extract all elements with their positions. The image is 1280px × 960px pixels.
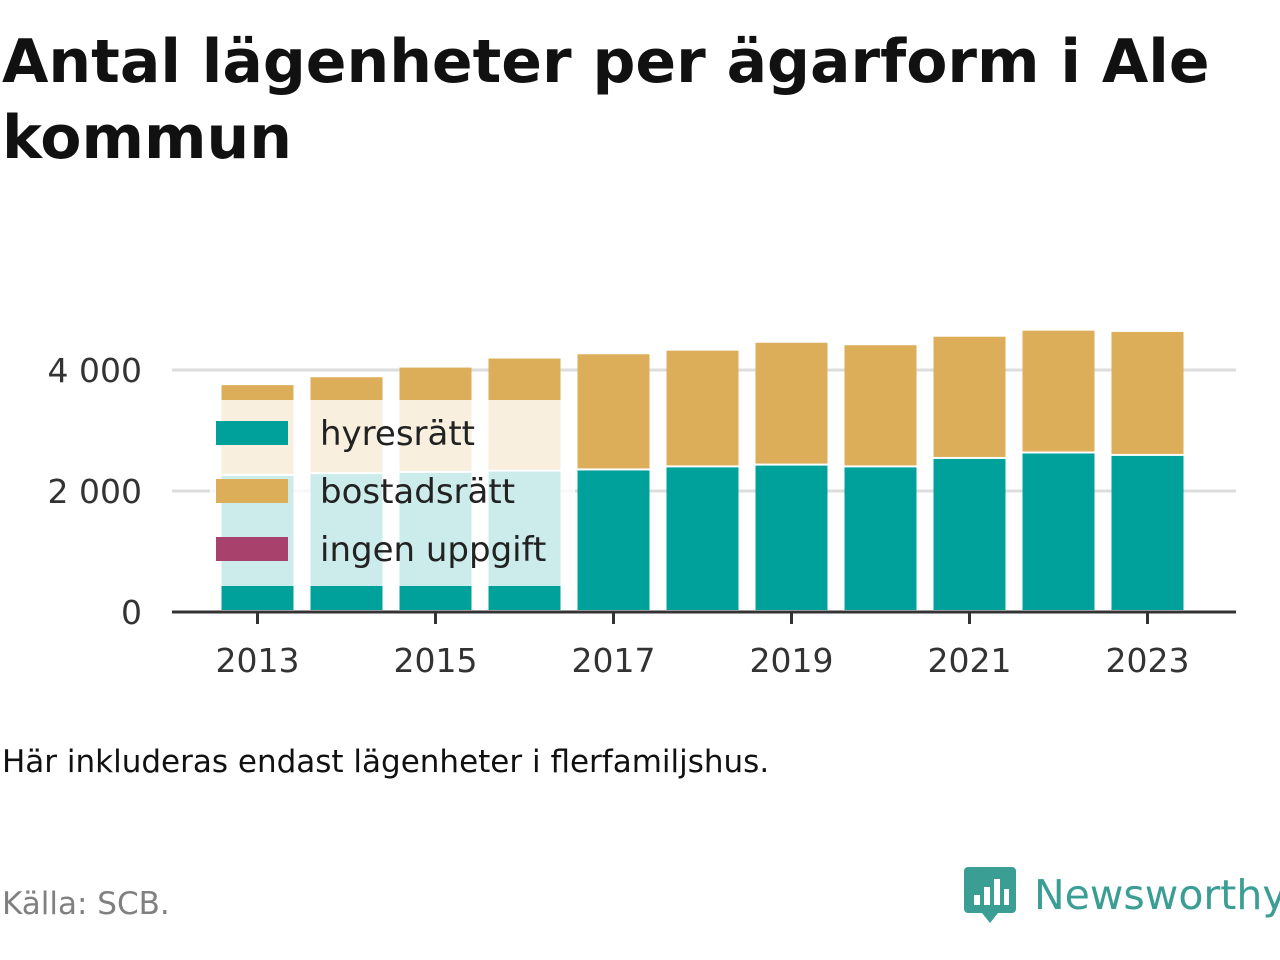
brand-name: Newsworthy <box>1034 871 1280 919</box>
bar-segment <box>844 345 917 466</box>
bar-segment <box>1022 330 1095 452</box>
x-tick-label: 2023 <box>1106 641 1190 680</box>
bar-segment <box>1022 453 1095 610</box>
bar-segment <box>577 470 650 610</box>
legend: hyresrätt bostadsrätt ingen uppgift <box>210 400 575 586</box>
legend-label: bostadsrätt <box>320 472 515 512</box>
y-tick-label: 2 000 <box>48 472 142 511</box>
bar-segment <box>755 465 828 610</box>
legend-swatch <box>216 537 288 561</box>
x-tick-label: 2017 <box>572 641 656 680</box>
legend-label: ingen uppgift <box>320 530 546 570</box>
chart-title: Antal lägenheter per ägarform i Ale komm… <box>2 27 1210 173</box>
bar-segment <box>1111 331 1184 454</box>
axes: 0 2 000 4 000 2013 2015 2017 2019 2021 2023 <box>48 351 1236 680</box>
newsworthy-logo-icon <box>964 867 1016 923</box>
bar-segment <box>666 350 739 466</box>
x-tick-label: 2015 <box>394 641 478 680</box>
footnote: Här inkluderas endast lägenheter i flerf… <box>2 744 770 780</box>
y-tick-label: 0 <box>121 593 142 632</box>
source-text: Källa: SCB. <box>2 886 170 922</box>
bar-segment <box>1111 455 1184 610</box>
bar-segment <box>666 467 739 610</box>
x-tick-label: 2021 <box>928 641 1012 680</box>
bar-segment <box>933 336 1006 457</box>
bar-segment <box>844 467 917 610</box>
x-tick-label: 2019 <box>750 641 834 680</box>
legend-label: hyresrätt <box>320 414 475 454</box>
legend-swatch <box>216 479 288 503</box>
legend-swatch <box>216 421 288 445</box>
bar-segment <box>577 354 650 469</box>
x-tick-label: 2013 <box>216 641 300 680</box>
brand-logo: Newsworthy <box>964 862 1280 928</box>
y-tick-label: 4 000 <box>48 351 142 390</box>
bar-segment <box>933 458 1006 610</box>
stacked-bar-chart: hyresrätt bostadsrätt ingen uppgift 0 2 000… <box>48 330 1236 680</box>
bar-segment <box>755 342 828 464</box>
